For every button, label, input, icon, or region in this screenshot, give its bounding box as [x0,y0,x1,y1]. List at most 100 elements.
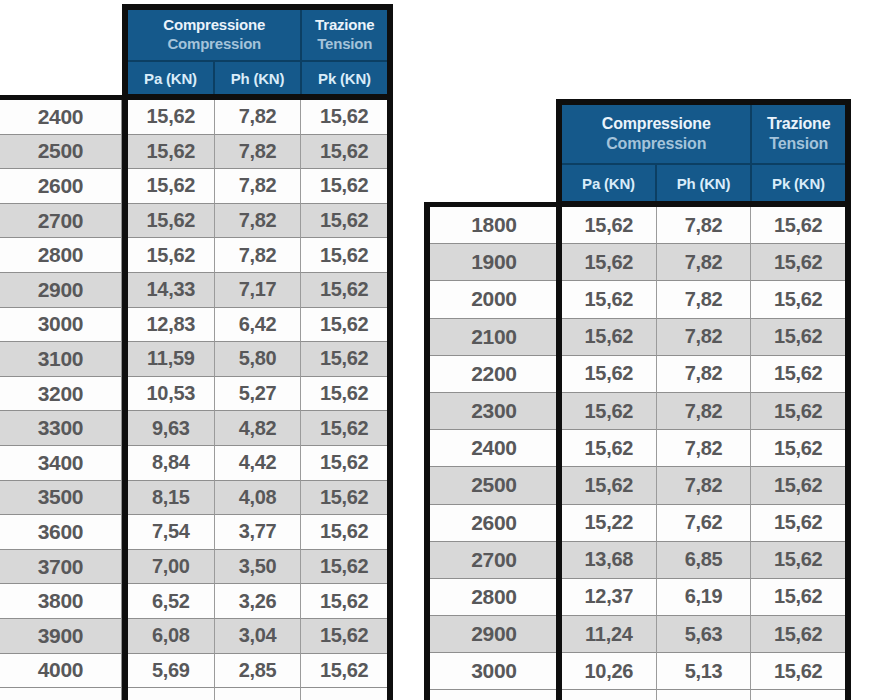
empty-cell [128,688,215,700]
empty-cell [751,690,845,700]
table-row: 6,083,0415,62 [128,619,387,654]
ph-cell: 4,82 [215,411,302,446]
pa-cell: 8,15 [128,481,215,516]
pa-cell: 15,62 [562,207,657,244]
length-cell: 1900 [430,244,559,281]
length-cell: 2100 [430,319,559,356]
ph-cell: 7,82 [657,281,752,318]
pa-cell: 15,62 [562,244,657,281]
length-cell: 2400 [430,430,559,467]
pa-cell: 10,53 [128,377,215,412]
ph-cell: 7,82 [657,393,752,430]
length-column-right: 1800190020002100220023002400250026002700… [424,202,559,700]
header-pa-kn: Pa (KN) [128,62,215,94]
load-values-table-right: Compressione Compression Trazione Tensio… [556,99,851,700]
table-row: 12,376,1915,62 [562,579,845,616]
table-row: 7,003,5015,62 [128,550,387,585]
length-cell: 2500 [430,467,559,504]
ph-cell: 4,42 [215,446,302,481]
length-cell: 3900 [0,619,122,654]
table-row: 15,627,8215,62 [128,100,387,135]
table-row: 11,595,8015,62 [128,342,387,377]
pk-cell: 15,62 [751,505,845,542]
length-cell: 3000 [0,308,122,343]
length-cell: 3200 [0,377,122,412]
ph-cell: 7,17 [215,273,302,308]
pk-cell: 15,62 [301,550,387,585]
pa-cell: 6,52 [128,584,215,619]
ph-cell: 7,82 [657,207,752,244]
ph-cell: 5,13 [657,653,752,690]
ph-cell: 3,77 [215,515,302,550]
table-row: 11,245,6315,62 [562,616,845,653]
header-tension-en: Tension [769,134,828,154]
pa-cell: 15,62 [562,356,657,393]
header-tension: Trazione Tension [302,10,387,60]
table-row: 15,627,8215,62 [562,319,845,356]
pk-cell: 15,62 [301,342,387,377]
table-row: 15,627,8215,62 [562,467,845,504]
pk-cell: 15,62 [751,356,845,393]
pk-cell: 15,62 [301,169,387,204]
pa-cell: 15,62 [128,204,215,239]
table-row: 5,692,8515,62 [128,654,387,689]
table-header-units-row: Pa (KN) Ph (KN) Pk (KN) [128,62,387,94]
table-row: 8,844,4215,62 [128,446,387,481]
length-column-left: 2400250026002700280029003000310032003300… [0,95,122,700]
pa-cell: 15,62 [562,467,657,504]
table-row: 15,627,8215,62 [562,281,845,318]
table-row: 15,627,8215,62 [128,204,387,239]
table-row: 14,337,1715,62 [128,273,387,308]
pk-cell: 15,62 [751,616,845,653]
length-cell: 2500 [0,135,122,170]
pk-cell: 15,62 [301,619,387,654]
header-tension-en: Tension [317,35,372,54]
ph-cell: 7,82 [657,356,752,393]
pa-cell: 15,62 [128,169,215,204]
ph-cell: 7,82 [657,430,752,467]
ph-cell: 7,82 [657,244,752,281]
header-compression-en: Compression [606,134,706,154]
table-row: 10,535,2715,62 [128,377,387,412]
length-cell: 3100 [0,342,122,377]
pa-cell: 15,62 [562,430,657,467]
pa-cell: 13,68 [562,542,657,579]
length-cell: 3600 [0,515,122,550]
pa-cell: 8,84 [128,446,215,481]
table-row: 15,627,8215,62 [562,244,845,281]
pk-cell: 15,62 [301,584,387,619]
table-header-units-row: Pa (KN) Ph (KN) Pk (KN) [562,165,845,201]
ph-cell: 4,08 [215,481,302,516]
table-row [562,690,845,700]
ph-cell: 6,42 [215,308,302,343]
length-cell: 2000 [430,281,559,318]
length-cell: 3500 [0,481,122,516]
length-cell: 3300 [0,411,122,446]
length-cell [0,688,122,700]
pa-cell: 9,63 [128,411,215,446]
length-cell: 2800 [0,238,122,273]
table-row: 15,627,8215,62 [562,393,845,430]
ph-cell: 3,26 [215,584,302,619]
ph-cell: 7,82 [215,204,302,239]
table-row: 13,686,8515,62 [562,542,845,579]
table-body-right: 15,627,8215,6215,627,8215,6215,627,8215,… [562,201,845,700]
length-cell: 4000 [0,654,122,689]
length-cell: 3700 [0,550,122,585]
pa-cell: 11,24 [562,616,657,653]
pa-cell: 15,62 [562,319,657,356]
header-compression-en: Compression [167,35,261,54]
ph-cell: 5,80 [215,342,302,377]
header-tension-it: Trazione [767,114,830,134]
pk-cell: 15,62 [301,515,387,550]
ph-cell: 7,62 [657,505,752,542]
header-tension-it: Trazione [315,16,374,35]
ph-cell: 7,82 [215,169,302,204]
header-ph-kn: Ph (KN) [215,62,302,94]
header-tension: Trazione Tension [752,105,845,163]
length-cell: 2900 [0,273,122,308]
pk-cell: 15,62 [751,281,845,318]
table-row: 12,836,4215,62 [128,308,387,343]
table-row: 8,154,0815,62 [128,481,387,516]
header-compression-it: Compressione [163,16,265,35]
